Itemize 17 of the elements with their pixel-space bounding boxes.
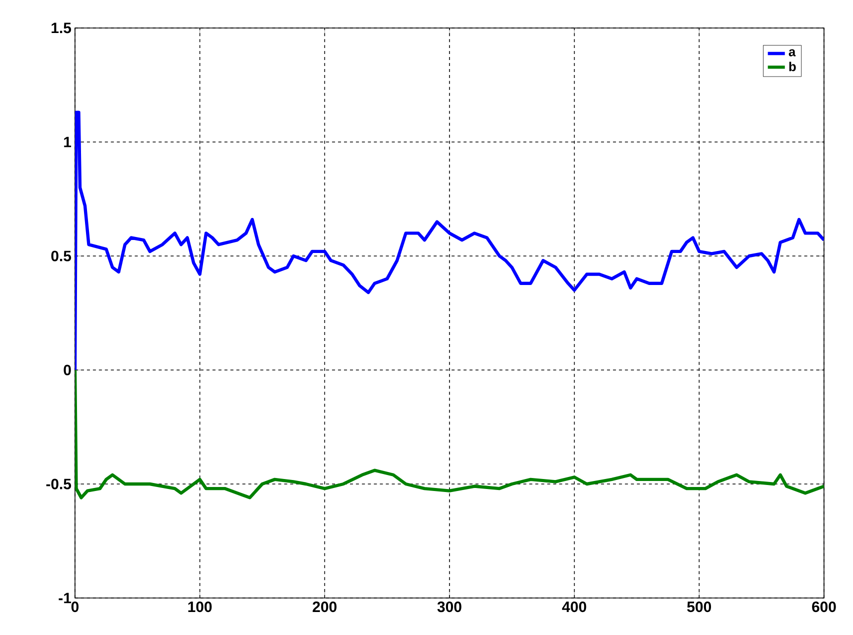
- legend-label: b: [789, 62, 796, 72]
- line-series: [75, 368, 824, 500]
- x-tick-label: 300: [437, 602, 462, 612]
- x-tick-label: 0: [71, 602, 79, 612]
- x-tick-label: 600: [812, 602, 836, 612]
- y-tick-label: 0: [64, 364, 71, 376]
- x-tick-label: 100: [188, 602, 212, 612]
- legend-label: a: [788, 49, 796, 56]
- x-tick-label: 200: [312, 602, 337, 612]
- y-tick-label: -0.5: [46, 478, 72, 490]
- x-tick-label: 500: [687, 602, 712, 612]
- line-series: [75, 110, 824, 372]
- y-tick-label: 1: [64, 136, 72, 148]
- x-tick-label: 400: [562, 602, 586, 612]
- y-tick-label: -1: [58, 592, 72, 604]
- y-tick-label: 0.5: [51, 250, 72, 262]
- y-tick-label: 1.5: [52, 22, 72, 34]
